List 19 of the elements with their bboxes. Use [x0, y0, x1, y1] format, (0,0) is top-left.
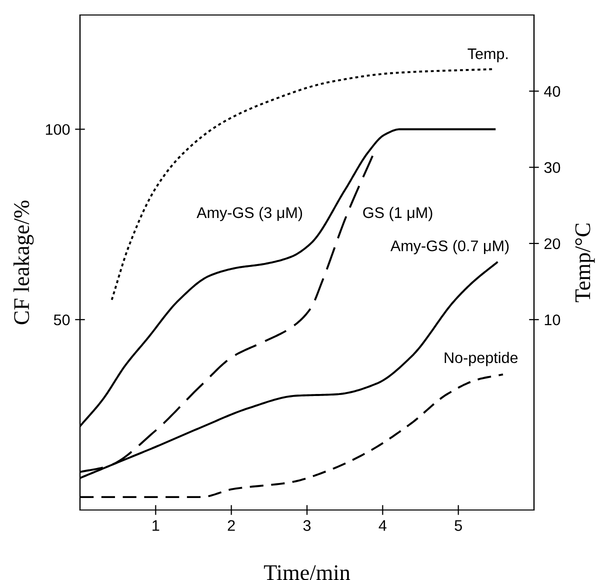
x-tick-label: 5 [454, 520, 462, 531]
series-label: Temp. [468, 48, 508, 62]
series-label: No-peptide [444, 352, 518, 366]
series-label: Amy-GS (3 μM) [196, 206, 302, 222]
y-tick-label: 50 [54, 314, 70, 326]
x-tick-label: 1 [152, 520, 160, 531]
y2-tick-label: 30 [544, 162, 560, 173]
series-label: GS (1 μM) [363, 206, 432, 222]
y2-tick-label: 20 [544, 238, 560, 250]
y2-tick-label: 10 [544, 314, 560, 326]
y2-tick-label: 40 [544, 86, 560, 97]
x-tick-label: 3 [303, 520, 311, 531]
y-tick-label: 100 [46, 124, 70, 135]
y2-axis-title: Temp/°C [575, 224, 595, 302]
x-tick-label: 2 [228, 520, 235, 531]
x-axis-title: Time/min [264, 565, 350, 580]
x-tick-label: 4 [378, 520, 386, 531]
y-axis-title: CF leakage/% [13, 200, 34, 324]
series-label: Amy-GS (0.7 μM) [390, 240, 509, 254]
